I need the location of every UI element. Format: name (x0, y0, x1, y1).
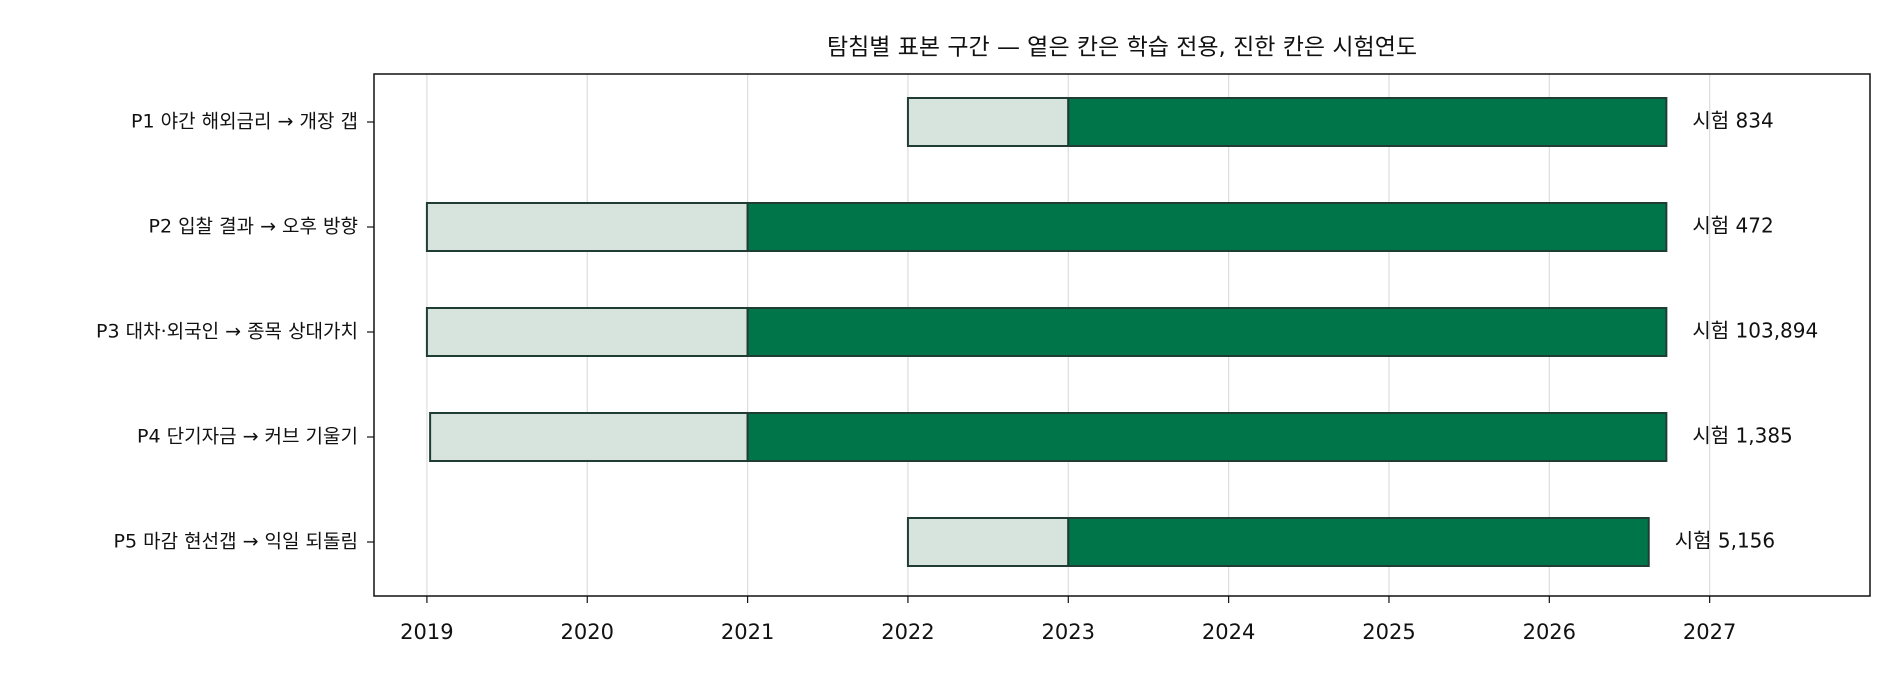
test-bar (746, 307, 1668, 357)
value-label: 시험 834 (1692, 109, 1773, 133)
plot-frame (373, 73, 1871, 597)
x-tick-label: 2019 (400, 620, 453, 644)
value-label: 시험 1,385 (1692, 424, 1792, 448)
x-tick-label: 2020 (561, 620, 614, 644)
train-bar (429, 412, 749, 462)
y-tick-label: P4 단기자금 → 커브 기울기 (137, 426, 358, 448)
test-bar (1067, 517, 1650, 567)
x-tick-label: 2022 (881, 620, 934, 644)
value-label: 시험 5,156 (1675, 529, 1775, 553)
x-tick-label: 2025 (1362, 620, 1415, 644)
train-bar (425, 307, 749, 357)
x-tick-label: 2023 (1042, 620, 1095, 644)
x-tick-label: 2024 (1202, 620, 1255, 644)
y-tick-label: P2 입찰 결과 → 오후 방향 (148, 216, 358, 238)
x-tick-label: 2026 (1523, 620, 1576, 644)
test-bar (746, 412, 1668, 462)
y-tick-label: P5 마감 현선갭 → 익일 되돌림 (114, 531, 358, 553)
train-bar (425, 202, 749, 252)
chart-title: 탐침별 표본 구간 — 옅은 칸은 학습 전용, 진한 칸은 시험연도 (827, 35, 1417, 61)
train-bar (906, 97, 1070, 147)
x-tick-label: 2021 (721, 620, 774, 644)
train-bar (906, 517, 1070, 567)
x-tick-label: 2027 (1683, 620, 1736, 644)
test-bar (1067, 97, 1668, 147)
test-bar (746, 202, 1668, 252)
y-tick-label: P1 야간 해외금리 → 개장 갭 (131, 111, 358, 133)
value-label: 시험 103,894 (1692, 319, 1818, 343)
value-label: 시험 472 (1692, 214, 1773, 238)
y-tick-label: P3 대차·외국인 → 종목 상대가치 (96, 321, 358, 343)
